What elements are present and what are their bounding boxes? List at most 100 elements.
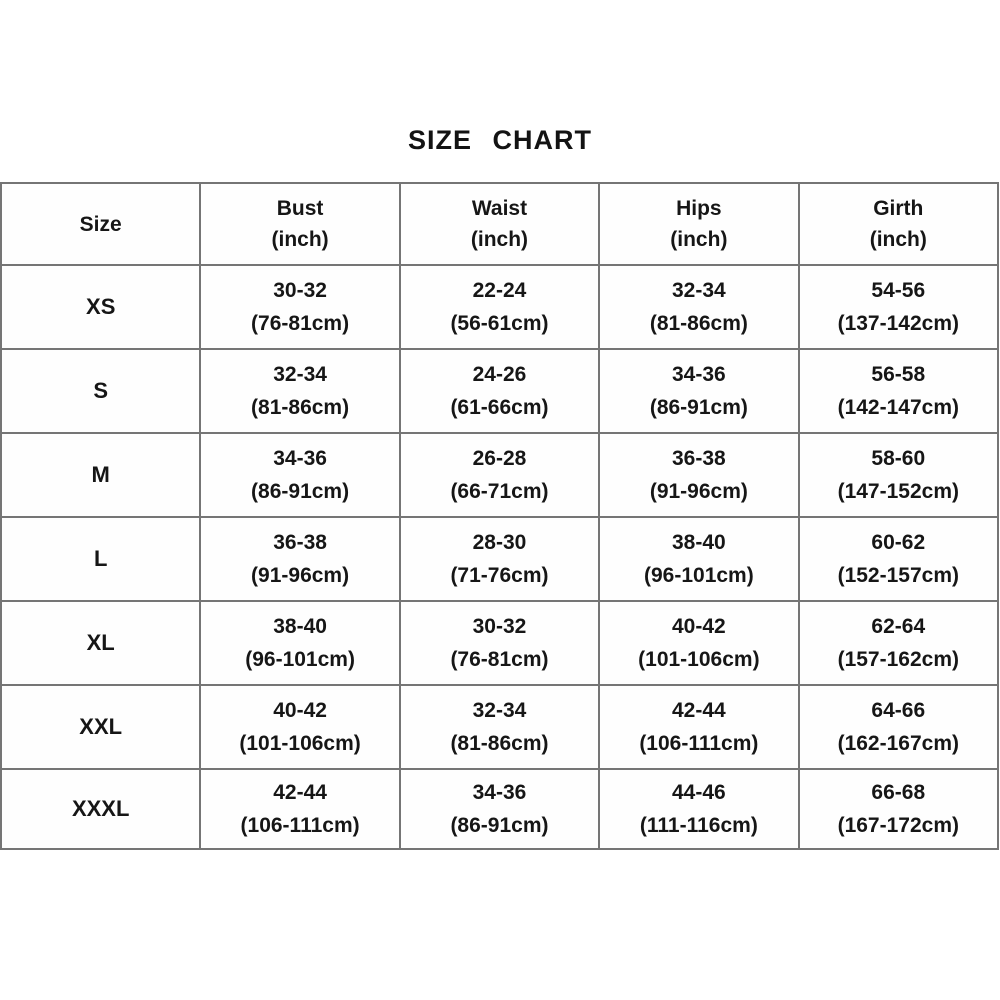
value-cm: (96-101cm) <box>245 648 355 671</box>
table-row-l: L 36-38 (91-96cm) 28-30 (71-76cm) 38-40 (96-10… <box>0 516 1000 602</box>
cell-xxxl-girth: 66-68 (167-172cm) <box>797 768 1000 850</box>
value-cm: (106-111cm) <box>240 814 360 837</box>
cell-m-bust: 34-36 (86-91cm) <box>199 432 401 518</box>
value-inch: 38-40 <box>273 615 327 638</box>
value-cm: (81-86cm) <box>251 396 350 419</box>
cell-xs-bust: 30-32 (76-81cm) <box>199 264 401 350</box>
value-inch: 38-40 <box>672 531 726 554</box>
cell-l-hips: 38-40 (96-101cm) <box>598 516 800 602</box>
column-header-girth: Girth (inch) <box>797 182 1000 266</box>
value-cm: (76-81cm) <box>251 312 350 335</box>
value-cm: (111-116cm) <box>639 814 758 837</box>
table-row-xl: XL 38-40 (96-101cm) 30-32 (76-81cm) 40-42 (101… <box>0 600 1000 686</box>
cell-xxxl-bust: 42-44 (106-111cm) <box>199 768 401 850</box>
cell-xs-girth: 54-56 (137-142cm) <box>797 264 1000 350</box>
value-cm: (106-111cm) <box>639 732 759 755</box>
value-inch: 66-68 <box>871 781 926 804</box>
cell-l-waist: 28-30 (71-76cm) <box>398 516 601 602</box>
value-inch: 60-62 <box>871 531 926 554</box>
column-header-label: Hips <box>676 197 722 220</box>
value-inch: 40-42 <box>273 699 327 722</box>
column-header-unit: (inch) <box>670 228 728 251</box>
cell-s-bust: 32-34 (81-86cm) <box>199 348 401 434</box>
cell-s-hips: 34-36 (86-91cm) <box>598 348 800 434</box>
table-body: XS 30-32 (76-81cm) 22-24 (56-61cm) 32-34 (81-8… <box>0 264 1000 850</box>
value-inch: 32-34 <box>672 279 726 302</box>
value-inch: 54-56 <box>871 279 926 302</box>
value-inch: 30-32 <box>472 615 527 638</box>
value-cm: (61-66cm) <box>450 396 549 419</box>
value-cm: (91-96cm) <box>251 564 350 587</box>
value-inch: 28-30 <box>472 531 527 554</box>
size-label-xxxl: XXXL <box>0 768 202 850</box>
size-label-m: M <box>0 432 202 518</box>
cell-xs-waist: 22-24 (56-61cm) <box>398 264 601 350</box>
column-header-size: Size <box>0 182 202 266</box>
cell-m-girth: 58-60 (147-152cm) <box>797 432 1000 518</box>
column-header-label: Waist <box>471 197 528 220</box>
column-header-bust: Bust (inch) <box>199 182 401 266</box>
cell-xl-bust: 38-40 (96-101cm) <box>199 600 401 686</box>
size-label-xs: XS <box>0 264 202 350</box>
cell-xxl-hips: 42-44 (106-111cm) <box>598 684 800 770</box>
value-inch: 36-38 <box>273 531 327 554</box>
value-inch: 42-44 <box>672 699 726 722</box>
column-header-label: Girth <box>873 197 924 220</box>
value-cm: (86-91cm) <box>251 480 350 503</box>
value-inch: 34-36 <box>672 363 726 386</box>
column-header-waist: Waist (inch) <box>398 182 601 266</box>
value-inch: 36-38 <box>672 447 726 470</box>
value-cm: (71-76cm) <box>450 564 549 587</box>
size-label-xxl: XXL <box>0 684 202 770</box>
cell-xl-waist: 30-32 (76-81cm) <box>398 600 601 686</box>
table-row-s: S 32-34 (81-86cm) 24-26 (61-66cm) 34-36 (86-91… <box>0 348 1000 434</box>
column-header-label: Size <box>79 212 122 236</box>
value-inch: 62-64 <box>871 615 926 638</box>
header-row: Size Bust (inch) Waist (inch) Hips (inch) Girth… <box>0 182 1000 266</box>
cell-xxxl-waist: 34-36 (86-91cm) <box>398 768 601 850</box>
value-inch: 30-32 <box>273 279 327 302</box>
cell-m-hips: 36-38 (91-96cm) <box>598 432 800 518</box>
value-cm: (81-86cm) <box>450 732 549 755</box>
value-cm: (86-91cm) <box>649 396 748 419</box>
value-inch: 64-66 <box>871 699 926 722</box>
value-cm: (86-91cm) <box>450 814 549 837</box>
value-cm: (162-167cm) <box>837 732 959 755</box>
column-header-label: Bust <box>276 197 324 220</box>
value-inch: 42-44 <box>273 781 327 804</box>
table-header: Size Bust (inch) Waist (inch) Hips (inch) Girth… <box>0 182 1000 266</box>
value-cm: (96-101cm) <box>644 564 754 587</box>
value-cm: (152-157cm) <box>837 564 959 587</box>
value-inch: 24-26 <box>472 363 527 386</box>
column-header-unit: (inch) <box>271 228 329 251</box>
cell-xxl-girth: 64-66 (162-167cm) <box>797 684 1000 770</box>
table-row-xs: XS 30-32 (76-81cm) 22-24 (56-61cm) 32-34 (81-8… <box>0 264 1000 350</box>
cell-xxxl-hips: 44-46 (111-116cm) <box>598 768 800 850</box>
value-cm: (142-147cm) <box>837 396 959 419</box>
cell-xxl-bust: 40-42 (101-106cm) <box>199 684 401 770</box>
cell-l-girth: 60-62 (152-157cm) <box>797 516 1000 602</box>
size-label-xl: XL <box>0 600 202 686</box>
table-row-xxl: XXL 40-42 (101-106cm) 32-34 (81-86cm) 42-44 (1… <box>0 684 1000 770</box>
cell-l-bust: 36-38 (91-96cm) <box>199 516 401 602</box>
value-inch: 56-58 <box>871 363 926 386</box>
value-inch: 22-24 <box>472 279 527 302</box>
value-inch: 34-36 <box>273 447 327 470</box>
value-cm: (101-106cm) <box>638 648 760 671</box>
value-cm: (157-162cm) <box>837 648 959 671</box>
value-cm: (76-81cm) <box>450 648 549 671</box>
value-cm: (167-172cm) <box>837 814 959 837</box>
value-inch: 58-60 <box>871 447 926 470</box>
column-header-unit: (inch) <box>470 228 529 251</box>
value-inch: 32-34 <box>472 699 527 722</box>
cell-xxl-waist: 32-34 (81-86cm) <box>398 684 601 770</box>
value-cm: (81-86cm) <box>649 312 748 335</box>
value-cm: (101-106cm) <box>239 732 361 755</box>
size-chart-table: Size Bust (inch) Waist (inch) Hips (inch) Girth… <box>0 182 1000 850</box>
cell-s-waist: 24-26 (61-66cm) <box>398 348 601 434</box>
cell-xs-hips: 32-34 (81-86cm) <box>598 264 800 350</box>
value-inch: 32-34 <box>273 363 327 386</box>
cell-xl-hips: 40-42 (101-106cm) <box>598 600 800 686</box>
cell-xl-girth: 62-64 (157-162cm) <box>797 600 1000 686</box>
